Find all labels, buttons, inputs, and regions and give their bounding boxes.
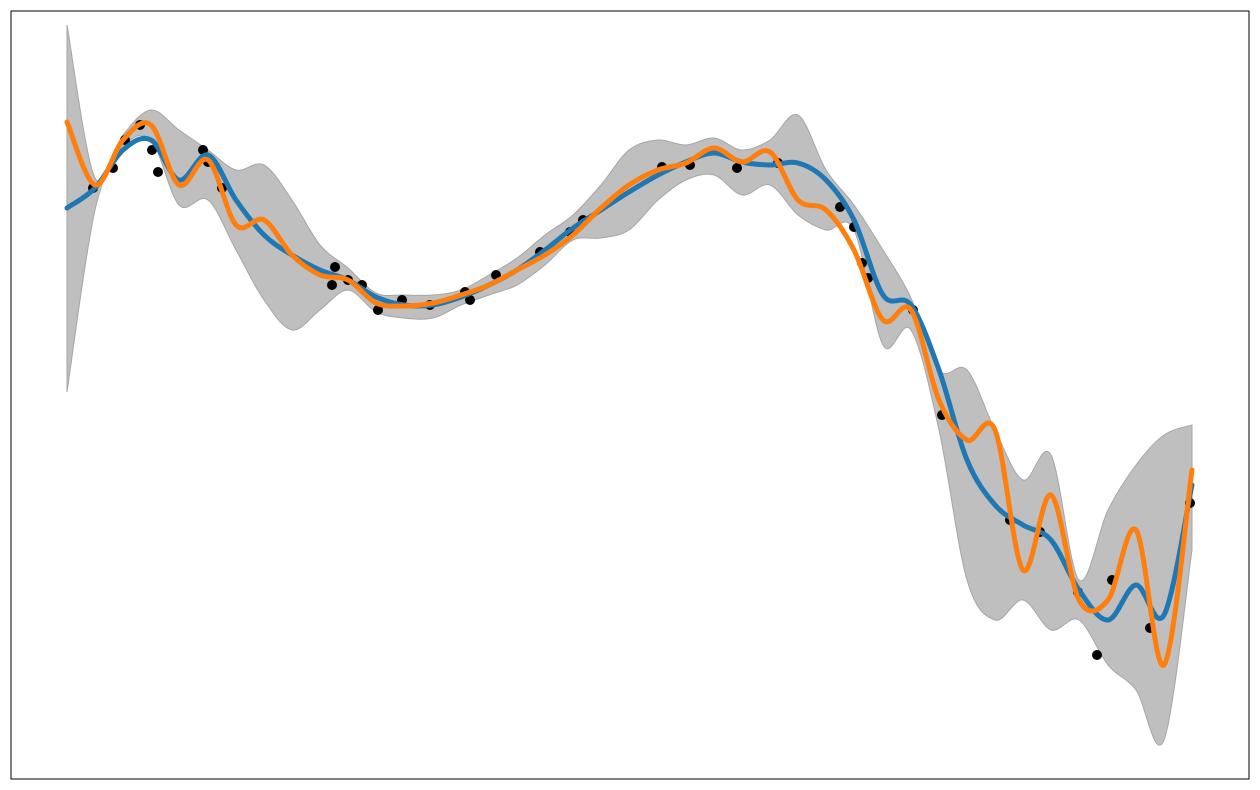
series-line [64, 135, 1195, 623]
plot-layer [64, 24, 1195, 746]
observation-point [327, 280, 337, 290]
observation-point [465, 295, 475, 305]
observation-point [330, 262, 340, 272]
plot-frame [10, 10, 1250, 780]
observation-point [147, 145, 157, 155]
observation-point [1092, 650, 1102, 660]
confidence-band [66, 24, 1193, 746]
observation-point [732, 163, 742, 173]
observation-point [373, 305, 383, 315]
observation-point [153, 167, 163, 177]
series-line [64, 119, 1195, 668]
plot-area [11, 11, 1249, 779]
